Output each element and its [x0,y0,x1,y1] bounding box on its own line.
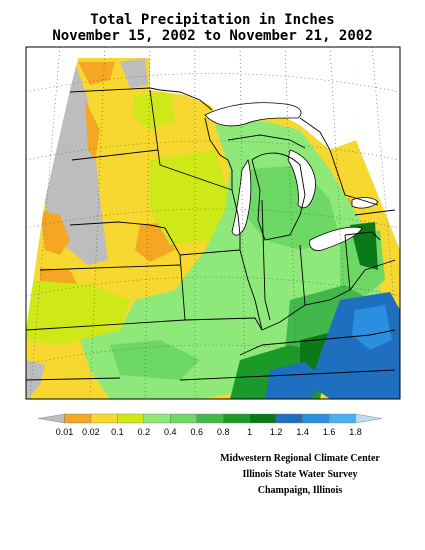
zone-orange-north [78,62,115,85]
legend-swatch [143,413,171,424]
lake-ontario [351,197,379,209]
credit-line-2: Illinois State Water Survey [242,469,358,480]
zone-orange-west [40,210,70,255]
legend-swatch [302,413,330,424]
color-legend [37,413,383,424]
legend-tick-label: 0.01 [56,427,74,437]
legend-swatch [90,413,118,424]
legend-tick-label: 1 [247,427,252,437]
legend-swatch [328,413,356,424]
legend-swatch [355,413,383,424]
legend-swatch [275,413,303,424]
zone-blue-south [265,362,325,399]
legend-swatch [170,413,197,424]
zone-lowgreen-north [132,92,175,130]
legend-tick-label: 0.4 [164,427,177,437]
legend-tick-label: 0.8 [217,427,230,437]
graticule [26,47,400,399]
credit-line-3: Champaign, Illinois [257,485,343,496]
credit-line-1: Midwestern Regional Climate Center [220,453,380,464]
map-title-line-1: Total Precipitation in Inches [90,12,335,28]
legend-tick-label: 0.1 [111,427,124,437]
map-frame-border [25,46,401,400]
zone-trace-west [45,62,108,265]
precipitation-fill [26,47,400,399]
legend-swatch [249,413,277,424]
zone-lowgreen-middle [150,150,230,245]
map-title-line-2: November 15, 2002 to November 21, 2002 [52,28,373,44]
legend-tick-label: 0.02 [82,427,100,437]
legend-tick-label: 1.8 [349,427,362,437]
zone-lightblue-southeast [352,305,392,350]
legend-swatch [223,413,250,424]
legend-swatch [37,413,65,424]
zone-orange-northwest [85,100,100,160]
legend-tick-labels: 0.01 0.02 0.1 0.2 0.4 0.6 0.8 1 1.2 1.4 1.6 1.8 [56,427,362,437]
mask-northeast-corner [352,47,400,250]
lake-michigan [231,158,252,236]
legend-swatch [196,413,224,424]
legend-swatch [117,413,145,424]
zone-medium-southwest [110,340,200,380]
legend-swatch [64,413,92,424]
legend-tick-label: 1.4 [296,427,309,437]
legend-tick-label: 1.2 [270,427,283,437]
state-boundaries [26,87,396,381]
lake-erie [309,226,363,251]
zone-moderate-north [215,122,245,150]
mask-north-strip [78,47,352,58]
mask-northwest-corner [26,47,78,330]
lake-superior [204,102,302,127]
lake-huron [287,149,316,209]
legend-tick-label: 0.6 [191,427,204,437]
zone-trace-north [120,58,148,88]
legend-tick-label: 0.2 [138,427,151,437]
legend-tick-label: 1.6 [323,427,336,437]
